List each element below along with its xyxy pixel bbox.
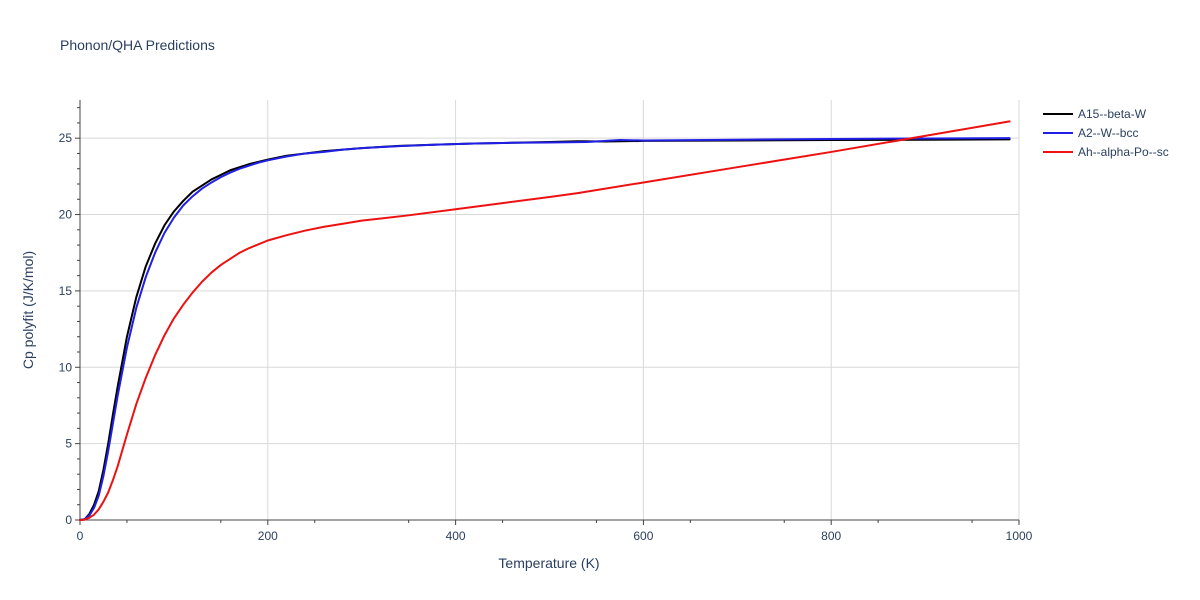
y-tick-label: 25 (59, 131, 73, 145)
legend: A15--beta-W A2--W--bcc Ah--alpha-Po--sc (1043, 107, 1169, 159)
series-line-2 (79, 137, 1011, 521)
x-tick-label: 200 (258, 529, 278, 543)
y-tick-label: 20 (59, 208, 73, 222)
legend-item[interactable]: A2--W--bcc (1043, 126, 1138, 140)
x-tick-label: 1000 (1006, 529, 1033, 543)
series-line-1 (79, 138, 1011, 521)
legend-label: Ah--alpha-Po--sc (1078, 145, 1169, 159)
legend-item[interactable]: Ah--alpha-Po--sc (1043, 145, 1169, 159)
series-lines (79, 120, 1011, 521)
legend-label: A15--beta-W (1078, 107, 1147, 121)
y-tick-label: 10 (59, 360, 73, 374)
legend-item[interactable]: A15--beta-W (1043, 107, 1147, 121)
x-tick-label: 400 (446, 529, 466, 543)
y-tick-label: 5 (65, 437, 72, 451)
series-line-3 (79, 120, 1011, 521)
y-tick-label: 0 (65, 513, 72, 527)
x-tick-label: 800 (821, 529, 841, 543)
y-tick-label: 15 (59, 284, 73, 298)
x-axis-title: Temperature (K) (498, 555, 599, 571)
axes: 0 200 400 600 800 1000 0 5 10 15 20 25 (59, 100, 1033, 543)
chart-title: Phonon/QHA Predictions (60, 37, 215, 53)
x-tick-label: 0 (77, 529, 84, 543)
x-tick-label: 600 (633, 529, 653, 543)
legend-label: A2--W--bcc (1078, 126, 1138, 140)
grid (80, 100, 1020, 520)
y-axis-title: Cp polyfit (J/K/mol) (20, 251, 36, 369)
